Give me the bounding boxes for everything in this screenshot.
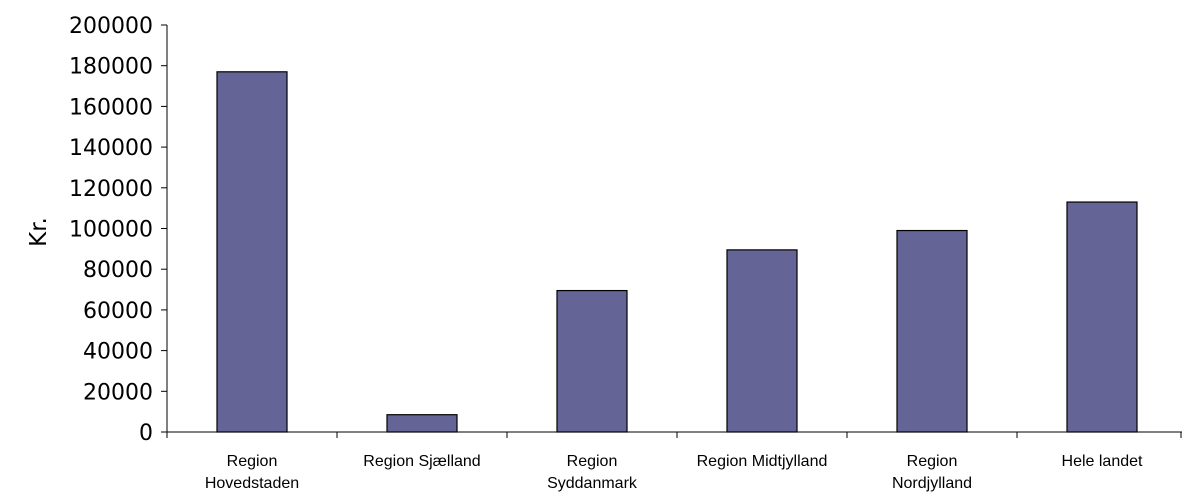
x-category-label-line: Hele landet [1062, 453, 1144, 470]
y-tick-label: 40000 [83, 340, 153, 365]
y-tick-label: 80000 [83, 258, 153, 283]
bar-2 [386, 414, 458, 433]
x-category-label-line: Nordjylland [892, 475, 972, 492]
x-category-label: Hele landet [1062, 453, 1144, 470]
bar-3 [556, 289, 628, 433]
y-tick-label: 160000 [69, 95, 153, 120]
category-labels: Region Hovedstaden Region Sjælland Region Sy… [205, 453, 1143, 492]
bar-6 [1066, 201, 1138, 433]
y-tick-label: 200000 [69, 14, 153, 39]
y-axis-title: Kr. [26, 217, 52, 247]
bar-4 [726, 249, 798, 433]
y-tick-label: 120000 [69, 177, 153, 202]
bar-1 [216, 71, 288, 433]
x-category-label-line: Region Sjælland [363, 453, 480, 470]
x-category-label-line: Hovedstaden [205, 475, 299, 492]
x-category-label-line: Region Midtjylland [697, 453, 828, 470]
y-tick-label: 100000 [69, 218, 153, 243]
x-category-label: Region Sjælland [363, 453, 480, 470]
x-category-label: Region Nordjylland [892, 453, 972, 492]
y-tick-label: 20000 [83, 380, 153, 405]
y-axis-ticks: 0 20000 40000 60000 80000 100000 120000 140000 1… [69, 14, 167, 446]
x-category-label-line: Region [227, 453, 278, 470]
y-tick-label: 0 [139, 421, 153, 446]
y-tick-label: 180000 [69, 55, 153, 80]
x-category-label-line: Syddanmark [547, 475, 638, 492]
x-category-label-line: Region [907, 453, 958, 470]
x-category-label: Region Hovedstaden [205, 453, 299, 492]
y-tick-label: 60000 [83, 299, 153, 324]
bar-5 [896, 229, 968, 433]
bars [216, 71, 1138, 433]
x-category-label: Region Midtjylland [697, 453, 828, 470]
x-axis [166, 25, 1182, 438]
x-category-label: Region Syddanmark [547, 453, 638, 492]
x-category-label-line: Region [567, 453, 618, 470]
y-tick-label: 140000 [69, 136, 153, 161]
